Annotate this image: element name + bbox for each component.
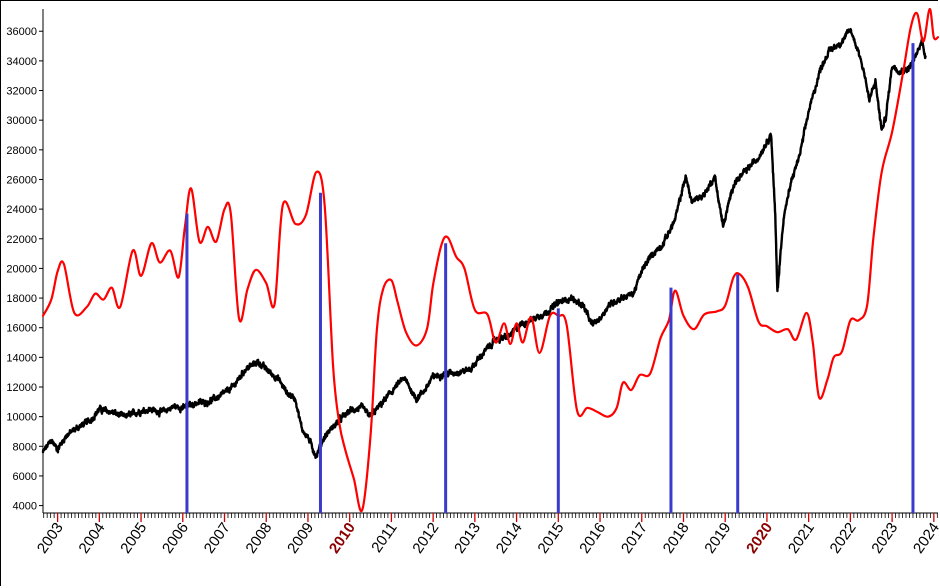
y-tick-label: 26000 [6,174,37,186]
y-tick-label: 28000 [6,145,37,157]
y-tick-label: 12000 [6,382,37,394]
y-tick-label: 36000 [6,26,37,38]
y-tick-label: 18000 [6,293,37,305]
y-tick-label: 6000 [13,471,37,483]
y-tick-label: 20000 [6,263,37,275]
y-tick-label: 34000 [6,56,37,68]
y-tick-label: 16000 [6,323,37,335]
y-tick-label: 14000 [6,352,37,364]
y-tick-label: 24000 [6,204,37,216]
marker-group [185,43,915,513]
series-group [41,7,939,513]
y-tick-label: 30000 [6,115,37,127]
series-line-black [41,27,927,459]
y-tick-label: 10000 [6,412,37,424]
y-tick-label: 32000 [6,86,37,98]
y-tick-label: 22000 [6,234,37,246]
y-tick-label: 8000 [13,441,37,453]
y-axis-ticks: 4000 6000 8000 10000 12000 14000 16000 18000 200… [6,26,43,513]
axes [42,9,938,514]
y-tick-label: 4000 [13,501,37,513]
series-line-red [41,7,939,513]
